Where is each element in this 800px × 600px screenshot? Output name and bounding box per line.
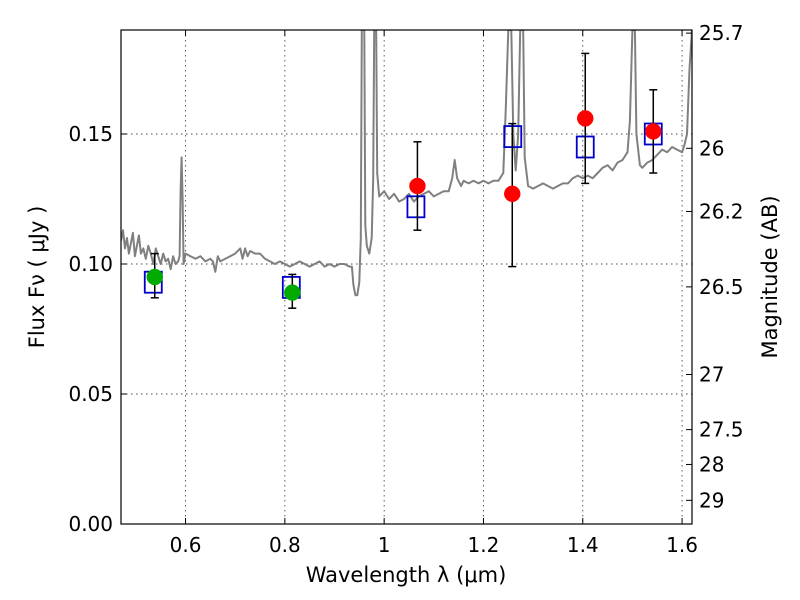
y-tick-label: 0.10 bbox=[68, 252, 113, 276]
magnitude-tick-label: 26 bbox=[699, 136, 724, 160]
grid bbox=[121, 30, 692, 525]
plot-frame bbox=[120, 29, 693, 525]
observed-flux-point bbox=[576, 110, 594, 127]
y-tick-label: 0.05 bbox=[68, 382, 113, 406]
y-axis-title: Flux Fν ( μJy ) bbox=[25, 206, 49, 349]
magnitude-tick-label: 29 bbox=[699, 488, 724, 512]
magnitude-tick-label: 26.5 bbox=[699, 275, 744, 299]
observed-flux-point bbox=[645, 123, 662, 140]
magnitude-tick-label: 27 bbox=[699, 363, 724, 387]
plot-area bbox=[121, 30, 692, 309]
x-tick-label: 1.6 bbox=[666, 533, 698, 557]
model-flux-square bbox=[406, 195, 426, 219]
magnitude-tick-label: 25.7 bbox=[699, 21, 744, 45]
x-tick-label: 0.8 bbox=[269, 533, 301, 557]
x-axis-title: Wavelength λ (μm) bbox=[306, 563, 507, 587]
x-tick-label: 0.6 bbox=[170, 533, 202, 557]
x-tick-label: 1.2 bbox=[468, 533, 500, 557]
x-tick-label: 1.4 bbox=[567, 533, 599, 557]
observed-flux-point bbox=[146, 268, 164, 286]
observed-flux-point bbox=[409, 177, 426, 195]
y-tick-label: 0.15 bbox=[68, 122, 113, 146]
spectrum-line bbox=[121, 30, 692, 297]
magnitude-tick-label: 28 bbox=[699, 452, 724, 476]
observed-flux-point bbox=[284, 284, 301, 301]
magnitude-tick-label: 27.5 bbox=[699, 418, 744, 442]
axes: 0.6 0.8 1 1.2 1.4 1.6 0.00 0.05 0.10 0.15 25.7 26 26… bbox=[68, 21, 743, 557]
magnitude-tick-label: 26.2 bbox=[699, 199, 744, 223]
magnitude-axis-title: Magnitude (AB) bbox=[758, 195, 782, 358]
observed-flux-point bbox=[504, 185, 521, 203]
x-tick-label: 1 bbox=[378, 533, 391, 557]
y-tick-label: 0.00 bbox=[68, 512, 113, 536]
